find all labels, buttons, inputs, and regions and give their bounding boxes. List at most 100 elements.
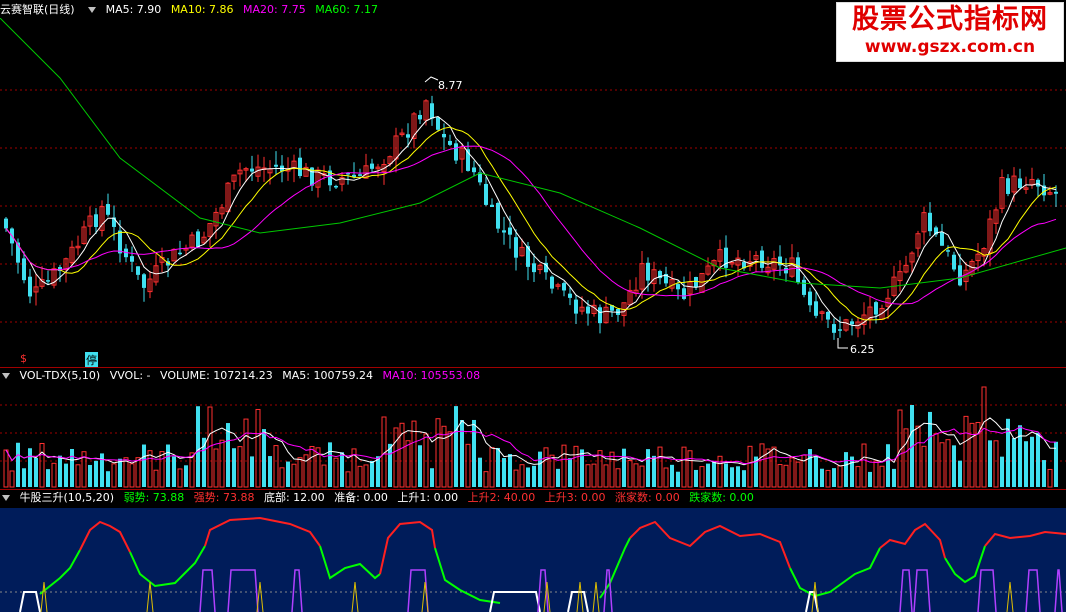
stock-title: 云赛智联(日线) [0,3,75,16]
candle-body [274,164,278,167]
volume-bar [814,456,818,487]
prepare-spike [811,581,819,612]
volume-bar [526,467,530,487]
volume-bar [135,457,141,488]
advancers-label: 涨家数: 0.00 [615,491,680,504]
candle-body [370,163,374,169]
volume-ma10-line [5,426,1057,465]
candle-body [598,307,602,324]
candle-body [508,227,512,235]
volume-bar [1012,438,1016,487]
rise-pulse [977,569,997,612]
volume-bar [681,446,687,488]
volume-bar [100,453,104,487]
volume-bar [64,463,68,487]
candle-body [694,277,698,288]
volume-bar [657,446,663,488]
candle-body [874,302,878,315]
candle-body [808,291,812,306]
dropdown-triangle-icon[interactable] [2,494,10,501]
suspension-marker: 停 [85,352,98,368]
candle-body [519,246,525,257]
candle-body [298,157,302,176]
high-pointer [424,76,439,83]
volume-bar [297,457,303,488]
indicator-title: 牛股三升(10,5,20) [19,491,115,504]
volume-bar [945,439,951,488]
candle-body [46,280,50,282]
candle-body [952,254,956,270]
candle-body [147,278,153,293]
prepare-spike [351,581,359,612]
ma20-line [5,145,1057,305]
volume-bar [580,449,584,487]
candle-body [250,168,254,172]
candle-body [142,274,146,288]
candle-body [303,166,309,177]
prepare-spike [576,581,584,612]
volume-bar [357,465,363,488]
candle-body [579,306,585,312]
candlestick-chart[interactable] [0,18,1066,368]
candle-body [514,237,518,258]
volume-bar [303,454,309,488]
volume-bar [573,445,579,488]
volume-bar [771,446,777,488]
candle-body [411,113,417,140]
candle-body [363,165,369,179]
volume-bar [430,468,434,487]
candle-body [843,319,849,331]
ma10-line [5,126,1057,321]
volume-bar [538,451,542,487]
candle-body [81,226,87,245]
volume-bar [46,469,50,487]
volume-bar [465,443,471,488]
volume-bar [903,428,909,488]
prepare-spike [40,581,48,612]
candle-body [1047,192,1053,195]
dropdown-triangle-icon[interactable] [88,6,97,13]
volume-bar [496,447,500,487]
dropdown-triangle-icon[interactable] [2,372,10,379]
volume-bar [88,464,92,487]
volume-bar [219,439,225,488]
candle-body [87,215,93,227]
volume-bar [196,406,200,487]
volume-bar [75,464,81,488]
candle-body [921,212,927,233]
strong-line [984,530,1066,547]
indicator-chart[interactable] [0,508,1066,612]
volume-bar [928,411,932,487]
candle-body [664,273,668,284]
candle-body [1042,185,1046,196]
candle-body [346,172,350,175]
volume-bar [519,464,525,488]
candle-body [118,230,122,254]
candle-body [651,269,657,285]
volume-bar [441,425,447,488]
candle-body [717,249,723,262]
volume-bar [1000,456,1004,487]
candle-body [981,248,987,257]
volume-bar [1054,441,1058,487]
volume-bar [159,451,165,488]
strong-label: 强势: 73.88 [193,491,255,504]
prepare-spike [592,581,600,612]
volume-chart[interactable] [0,383,1066,489]
candle-body [112,217,116,227]
candle-body [958,265,962,286]
candle-body [196,231,200,248]
volume-bar [615,468,621,488]
candle-body [789,257,795,277]
volume-bar [147,450,153,488]
weak-line [129,545,206,588]
candle-body [478,172,482,183]
strong-line [79,520,131,553]
volume-bar [568,458,572,487]
volume-bar [184,465,188,487]
volume-bar [22,468,26,487]
prepare-spike [543,581,551,612]
candle-body [669,279,675,289]
volume-bar [340,452,344,487]
candle-body [784,267,788,274]
